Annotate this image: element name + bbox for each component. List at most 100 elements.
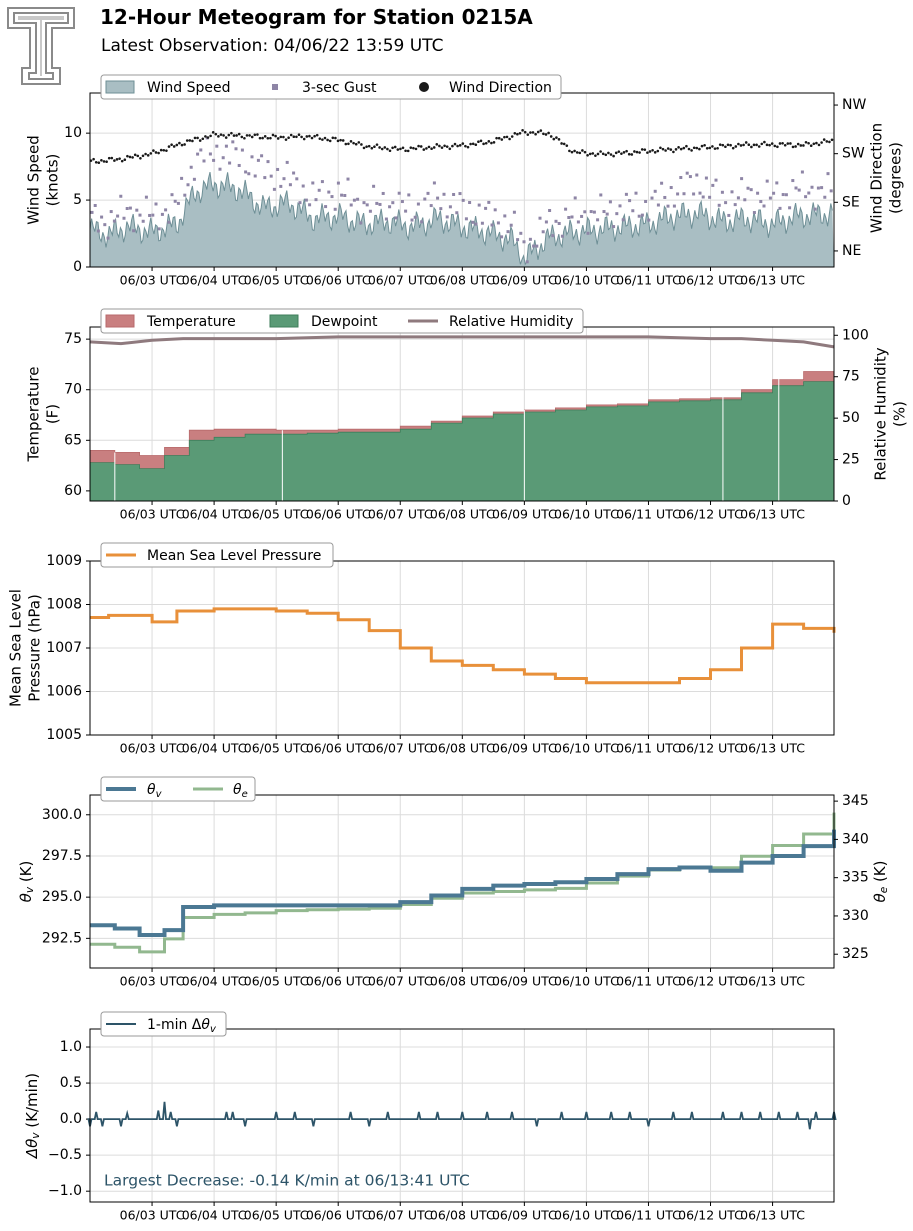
dtheta-xtick-label: 06/11 UTC <box>616 1208 681 1223</box>
wind-direction-point <box>596 152 600 156</box>
wind-direction-point <box>705 146 709 150</box>
wind-gust-point <box>608 200 612 204</box>
wind-gust-point <box>157 227 161 231</box>
temp-ytick-label: 65 <box>64 432 82 448</box>
wind-direction-point <box>341 139 345 142</box>
wind-direction-point <box>240 135 244 139</box>
pressure-xtick-label: 06/04 UTC <box>182 741 247 756</box>
theta-xtick-label: 06/09 UTC <box>492 974 557 989</box>
wind-gust-point <box>394 216 398 220</box>
wind-direction-point <box>321 138 324 141</box>
wind-direction-point <box>292 135 296 139</box>
wind-direction-point <box>131 156 134 159</box>
wind-gust-point <box>628 199 632 203</box>
wind-gust-point <box>352 198 356 202</box>
wind-direction-point <box>620 152 623 155</box>
wind-direction-point <box>211 131 215 134</box>
dtheta-xtick-label: 06/12 UTC <box>678 1208 743 1223</box>
theta-ytick-label: 300.0 <box>42 807 82 823</box>
wind-direction-point <box>474 143 478 147</box>
wind-gust-point <box>631 209 635 213</box>
wind-direction-point <box>503 135 506 139</box>
wind-direction-point <box>344 142 348 146</box>
theta-frame <box>89 794 835 969</box>
wind-direction-point <box>794 145 797 148</box>
wind-direction-point <box>583 150 587 154</box>
wind-direction-point <box>139 156 142 160</box>
wind-gust-point <box>452 192 456 196</box>
theta-xtick-label: 06/05 UTC <box>244 974 309 989</box>
pressure-ytick-label: 1005 <box>46 727 82 743</box>
wind-gust-point <box>746 186 750 190</box>
wind-direction-point <box>430 147 433 151</box>
wind-direction-point <box>167 145 171 148</box>
wind-ytick-right-label: NE <box>842 243 861 259</box>
wind-direction-point <box>711 145 714 148</box>
wind-direction-point <box>438 144 441 148</box>
wind-gust-point <box>756 191 760 195</box>
wind-direction-point <box>542 132 545 136</box>
wind-direction-point <box>739 144 743 147</box>
wind-legend-label: Wind Direction <box>449 80 552 96</box>
wind-gust-point <box>96 229 100 233</box>
wind-direction-point <box>773 144 777 148</box>
wind-direction-point <box>765 143 769 147</box>
wind-direction-point <box>276 137 280 140</box>
wind-direction-point <box>807 141 810 145</box>
temp-xtick-label: 06/11 UTC <box>616 507 681 522</box>
wind-direction-point <box>425 147 428 150</box>
wind-direction-point <box>570 150 574 154</box>
wind-gust-point <box>359 221 363 225</box>
wind-gust-point <box>500 235 504 239</box>
wind-direction-point <box>685 144 688 148</box>
wind-direction-point <box>326 138 329 142</box>
wind-direction-point <box>302 137 306 141</box>
wind-direction-point <box>149 152 153 155</box>
wind-direction-point <box>339 138 342 142</box>
wind-gust-point <box>228 161 232 165</box>
wind-direction-point <box>778 142 782 145</box>
pressure-xtick-label: 06/09 UTC <box>492 741 557 756</box>
pressure-frame <box>89 560 835 736</box>
pressure-legend: Mean Sea Level Pressure <box>100 542 334 568</box>
wind-direction-point <box>222 134 225 137</box>
wind-gust-point <box>224 144 228 148</box>
wind-direction-point <box>822 138 826 141</box>
wind-direction-point <box>318 137 322 140</box>
wind-gust-point <box>768 196 772 200</box>
wind-direction-point <box>115 158 119 161</box>
wind-direction-point <box>549 135 553 138</box>
wind-direction-point <box>789 142 792 145</box>
wind-direction-point <box>752 143 756 147</box>
wind-direction-point <box>573 149 576 153</box>
dtheta-xtick-label: 06/13 UTC <box>740 1208 805 1223</box>
wind-gust-point <box>816 186 820 190</box>
wind-direction-point <box>159 148 163 152</box>
wind-xtick-label: 06/06 UTC <box>306 273 371 288</box>
dtheta-ylabel: Δθv (K/min) <box>23 1073 43 1159</box>
wind-gust-point <box>461 198 465 202</box>
wind-gust-point <box>596 218 600 222</box>
pressure-ylabel: Mean Sea Level <box>7 589 25 707</box>
temp-ytick-label: 70 <box>64 382 82 398</box>
dtheta-line <box>87 1101 837 1130</box>
wind-gust-point <box>173 199 177 203</box>
wind-direction-point <box>586 154 589 157</box>
wind-direction-point <box>557 138 561 141</box>
wind-gust-point <box>554 219 558 223</box>
wind-direction-point <box>232 134 236 137</box>
wind-direction-point <box>271 133 275 137</box>
wind-direction-point <box>352 141 355 145</box>
wind-gust-point <box>436 196 440 200</box>
wind-direction-point <box>698 147 701 151</box>
wind-direction-point <box>630 153 634 156</box>
wind-direction-point <box>201 137 205 141</box>
wind-gust-point <box>231 140 235 144</box>
wind-gust-point <box>218 167 222 171</box>
pressure-ytick-label: 1009 <box>46 553 82 569</box>
wind-direction-point <box>154 151 158 154</box>
wind-direction-point <box>404 149 407 153</box>
wind-direction-point <box>815 141 818 145</box>
wind-direction-point <box>786 142 790 145</box>
wind-direction-point <box>783 143 787 147</box>
